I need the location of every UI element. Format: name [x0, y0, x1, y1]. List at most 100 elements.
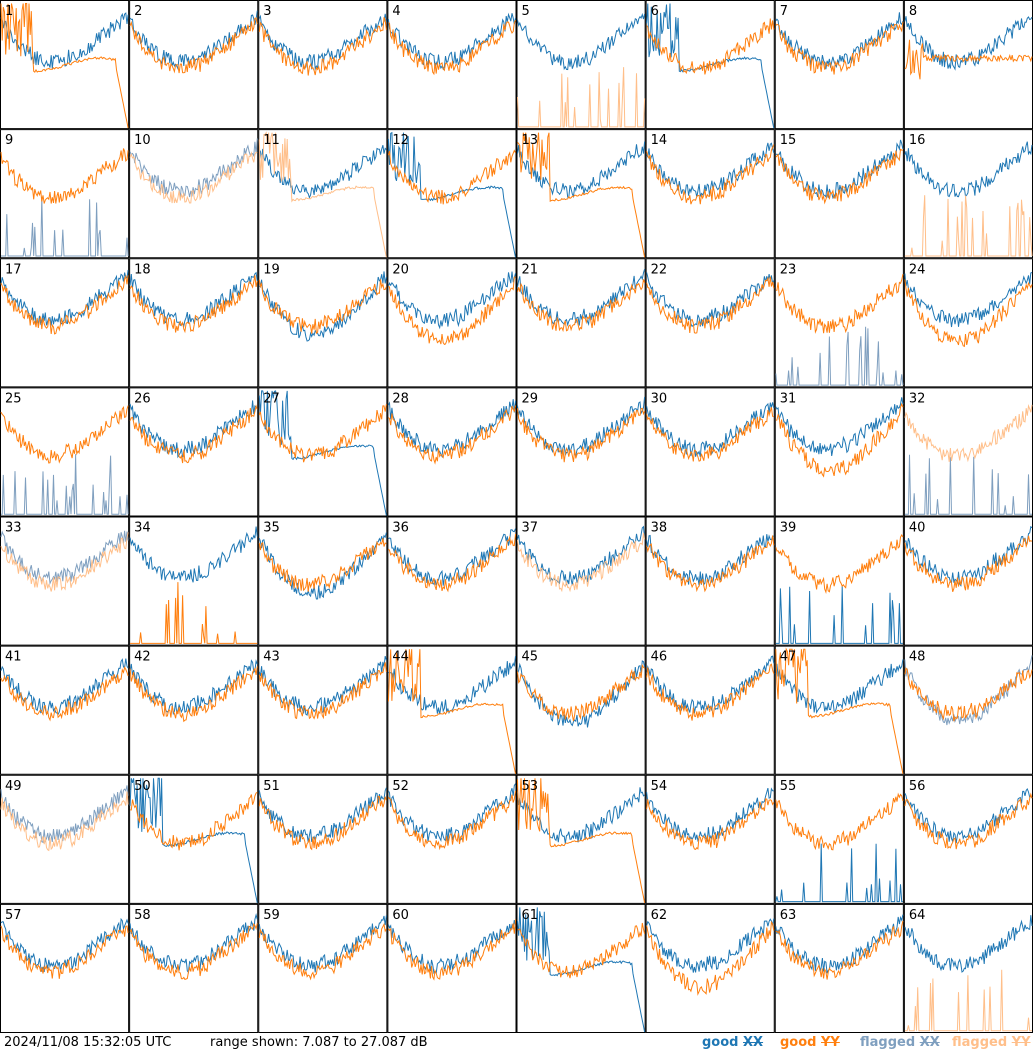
series-yy-good — [775, 274, 904, 334]
series-yy-good — [775, 534, 904, 595]
panel-label: 14 — [651, 133, 668, 148]
series-xx-good — [775, 397, 904, 456]
panel-frame — [645, 903, 775, 1033]
panel-frame — [258, 0, 388, 130]
panel-frame — [516, 387, 646, 517]
series-yy-good — [388, 533, 516, 593]
panel-label: 49 — [5, 779, 22, 794]
panel-frame — [774, 129, 904, 259]
panel-label: 35 — [263, 521, 280, 536]
panel-4: 4 — [387, 0, 517, 130]
series-xx-good — [129, 526, 258, 583]
panel-frame — [0, 258, 130, 388]
panel-frame — [129, 0, 259, 130]
series-yy-good — [129, 275, 258, 334]
series-xx-flagged — [1, 196, 129, 257]
panel-41: 41 — [0, 645, 130, 775]
series-yy-good — [904, 279, 1033, 348]
series-xx-good — [904, 141, 1033, 198]
series-yy-good — [517, 132, 646, 258]
panel-63: 63 — [774, 903, 904, 1033]
series-xx-good — [517, 12, 646, 71]
series-xx-good — [258, 145, 387, 200]
panel-frame — [0, 903, 130, 1033]
panel-label: 22 — [651, 262, 668, 277]
series-xx-good — [129, 912, 258, 974]
panel-label: 50 — [134, 779, 151, 794]
panel-label: 27 — [263, 391, 280, 406]
series-yy-good — [646, 144, 775, 205]
panel-21: 21 — [516, 258, 646, 388]
series-xx-flagged — [904, 655, 1033, 726]
panel-label: 37 — [522, 521, 539, 536]
series-yy-good — [258, 922, 387, 981]
series-xx-good — [517, 396, 646, 458]
panel-frame — [258, 129, 388, 259]
panel-label: 23 — [780, 262, 797, 277]
panel-53: 53 — [516, 774, 646, 904]
timestamp: 2024/11/08 15:32:05 UTC — [4, 1035, 172, 1050]
panel-27: 27 — [258, 387, 388, 517]
panel-32: 32 — [903, 387, 1033, 517]
series-xx-good — [129, 400, 258, 459]
panel-49: 49 — [0, 774, 130, 904]
panel-frame — [258, 387, 388, 517]
panel-label: 29 — [522, 391, 539, 406]
series-yy-good — [775, 647, 904, 774]
panel-frame — [129, 645, 259, 775]
panel-label: 58 — [134, 908, 151, 923]
panel-label: 41 — [5, 650, 22, 665]
panel-frame — [0, 387, 130, 517]
series-yy-flagged — [517, 532, 646, 593]
series-xx-good — [387, 783, 516, 843]
panel-48: 48 — [903, 645, 1033, 775]
panel-label: 21 — [522, 262, 539, 277]
series-yy-good — [258, 404, 387, 463]
series-yy-good — [775, 792, 904, 851]
series-yy-good — [129, 404, 258, 464]
legend-flagged-yy: flagged YY — [952, 1035, 1031, 1050]
series-yy-flagged — [904, 403, 1033, 463]
series-xx-good — [904, 16, 1033, 71]
panel-51: 51 — [258, 774, 388, 904]
panel-frame — [387, 258, 517, 388]
panel-frame — [387, 0, 517, 130]
panel-11: 11 — [258, 129, 388, 259]
panel-29: 29 — [516, 387, 646, 517]
series-xx-good — [0, 12, 129, 69]
panel-frame — [774, 258, 904, 388]
series-xx-good — [387, 271, 516, 330]
series-xx-good — [775, 914, 904, 974]
panel-45: 45 — [516, 645, 646, 775]
legend-good-yy: good YY — [780, 1035, 840, 1050]
panel-label: 28 — [392, 391, 409, 406]
series-yy-good — [388, 20, 516, 76]
series-yy-good — [775, 920, 904, 980]
series-yy-good — [904, 535, 1033, 592]
legend-flagged-xx: flagged XX — [860, 1035, 940, 1050]
series-xx-flagged — [0, 530, 129, 586]
panel-2: 2 — [129, 0, 259, 130]
panel-frame — [387, 516, 517, 646]
series-yy-good — [130, 791, 258, 851]
panel-label: 45 — [522, 650, 539, 665]
panel-frame — [645, 0, 775, 130]
series-xx-good — [258, 655, 387, 716]
panel-label: 64 — [909, 908, 926, 923]
panel-frame — [645, 645, 775, 775]
series-xx-good — [646, 402, 775, 457]
panel-52: 52 — [387, 774, 517, 904]
series-xx-good — [646, 142, 775, 198]
panel-frame — [903, 0, 1033, 130]
panel-33: 33 — [0, 516, 130, 646]
series-xx-good — [129, 659, 258, 716]
panel-label: 7 — [780, 4, 788, 19]
panel-35: 35 — [258, 516, 388, 646]
panel-frame — [774, 516, 904, 646]
panel-frame — [903, 516, 1033, 646]
series-xx-good — [775, 586, 903, 644]
panel-6: 6 — [645, 0, 775, 130]
series-yy-good — [517, 407, 646, 463]
series-yy-good — [0, 148, 129, 204]
panel-frame — [0, 774, 130, 904]
